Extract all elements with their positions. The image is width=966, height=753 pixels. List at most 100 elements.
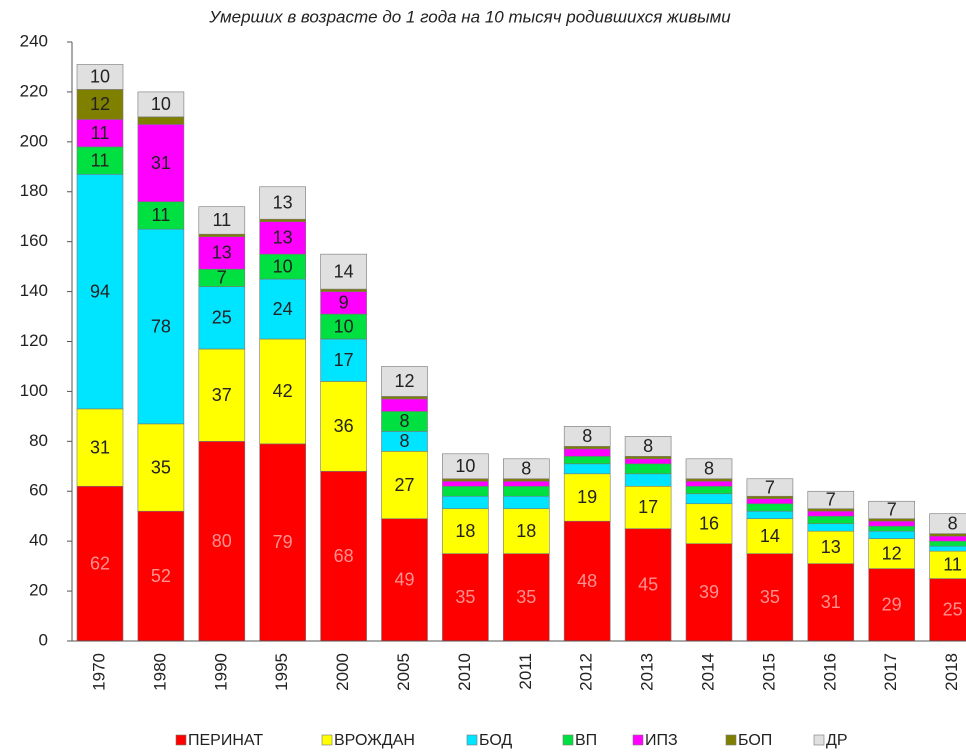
x-tick-label: 1980 [150,653,169,691]
legend-swatch [725,734,737,746]
data-label: 12 [394,371,414,391]
bar-segment [929,550,966,579]
bar-segment [76,89,124,120]
data-label: 13 [212,243,232,263]
bar-segment [259,278,307,340]
data-label: 7 [217,268,227,288]
data-label: 31 [821,592,841,612]
data-label: 10 [151,94,171,114]
data-label: 62 [90,553,110,573]
data-label: 94 [90,281,110,301]
legend-label: ИПЗ [645,732,678,749]
x-tick-label: 1970 [89,653,108,691]
bar-segment [442,485,489,497]
data-label: 19 [577,487,597,507]
bar-segment [624,463,672,475]
y-tick-label: 120 [20,331,48,350]
data-label: 11 [152,205,171,225]
data-label: 11 [91,123,110,143]
x-tick-label: 2017 [881,653,900,691]
data-label: 35 [760,587,780,607]
bar-segment [929,535,966,542]
data-label: 24 [273,299,293,319]
x-tick-label: 2010 [455,653,474,691]
y-tick-label: 240 [20,31,48,50]
data-label: 11 [943,555,962,575]
bar-segment [868,525,916,532]
y-tick-label: 60 [29,481,48,500]
y-tick-label: 80 [29,431,48,450]
bar-segment [259,221,307,255]
legend-swatch [632,734,644,746]
data-label: 8 [643,436,653,456]
bar-segment [259,186,307,220]
legend-swatch [813,734,825,746]
bar-segment [685,543,733,642]
data-label: 12 [882,543,902,563]
legend-swatch [321,734,333,746]
data-label: 7 [887,500,897,520]
bar-segment [624,456,672,460]
y-tick-label: 220 [20,81,48,100]
bar-segment [807,563,855,642]
data-label: 7 [826,490,836,510]
bar-segment [442,553,489,642]
data-label: 8 [399,411,409,431]
bar-segment [502,508,550,554]
data-label: 78 [151,316,171,336]
legend-label: ПЕРИНАТ [188,732,263,749]
data-label: 9 [339,293,349,313]
x-tick-label: 1990 [211,653,230,691]
bar-segment [624,485,672,529]
data-label: 25 [212,308,232,328]
bar-segment [685,493,733,505]
bar-segment [320,253,367,290]
bar-segment [563,426,611,447]
bar-segment [807,490,855,510]
bar-segment [624,436,672,457]
bar-segment [868,538,916,569]
data-label: 8 [582,426,592,446]
data-label: 13 [273,228,293,248]
x-tick-label: 2015 [759,653,778,691]
data-label: 31 [90,437,110,457]
bar-segment [137,423,185,512]
bar-segment [442,478,489,482]
data-label: 18 [455,521,475,541]
bar-segment [76,485,124,642]
y-tick-label: 0 [39,630,48,649]
data-label: 7 [765,477,775,497]
bar-segment [76,119,124,148]
x-tick-label: 2016 [820,653,839,691]
bar-segment [685,478,733,482]
bar-segment [76,146,124,175]
bar-segment [198,286,246,350]
bar-segment [76,408,124,487]
data-label: 31 [151,153,171,173]
bar-segment [320,313,367,340]
data-label: 35 [516,587,536,607]
y-tick-label: 40 [29,531,48,550]
data-label: 8 [704,459,714,479]
legend-label: БОД [479,732,512,749]
data-label: 8 [948,513,958,533]
data-label: 16 [699,513,719,533]
bar-segment [442,508,489,554]
bar-segment [807,515,855,524]
bar-segment [868,500,916,520]
bar-segment [442,480,489,487]
bar-segment [746,503,794,512]
bar-segment [381,398,428,412]
data-label: 29 [882,595,902,615]
y-tick-label: 200 [20,131,48,150]
bar-segment [502,458,550,480]
bar-segment [929,533,966,537]
data-label: 79 [273,532,293,552]
data-label: 35 [455,587,475,607]
bar-segment [259,443,307,642]
data-label: 27 [394,475,414,495]
legend-swatch [562,734,574,746]
y-tick-label: 20 [29,581,48,600]
data-label: 10 [334,316,354,336]
data-label: 49 [394,570,414,590]
